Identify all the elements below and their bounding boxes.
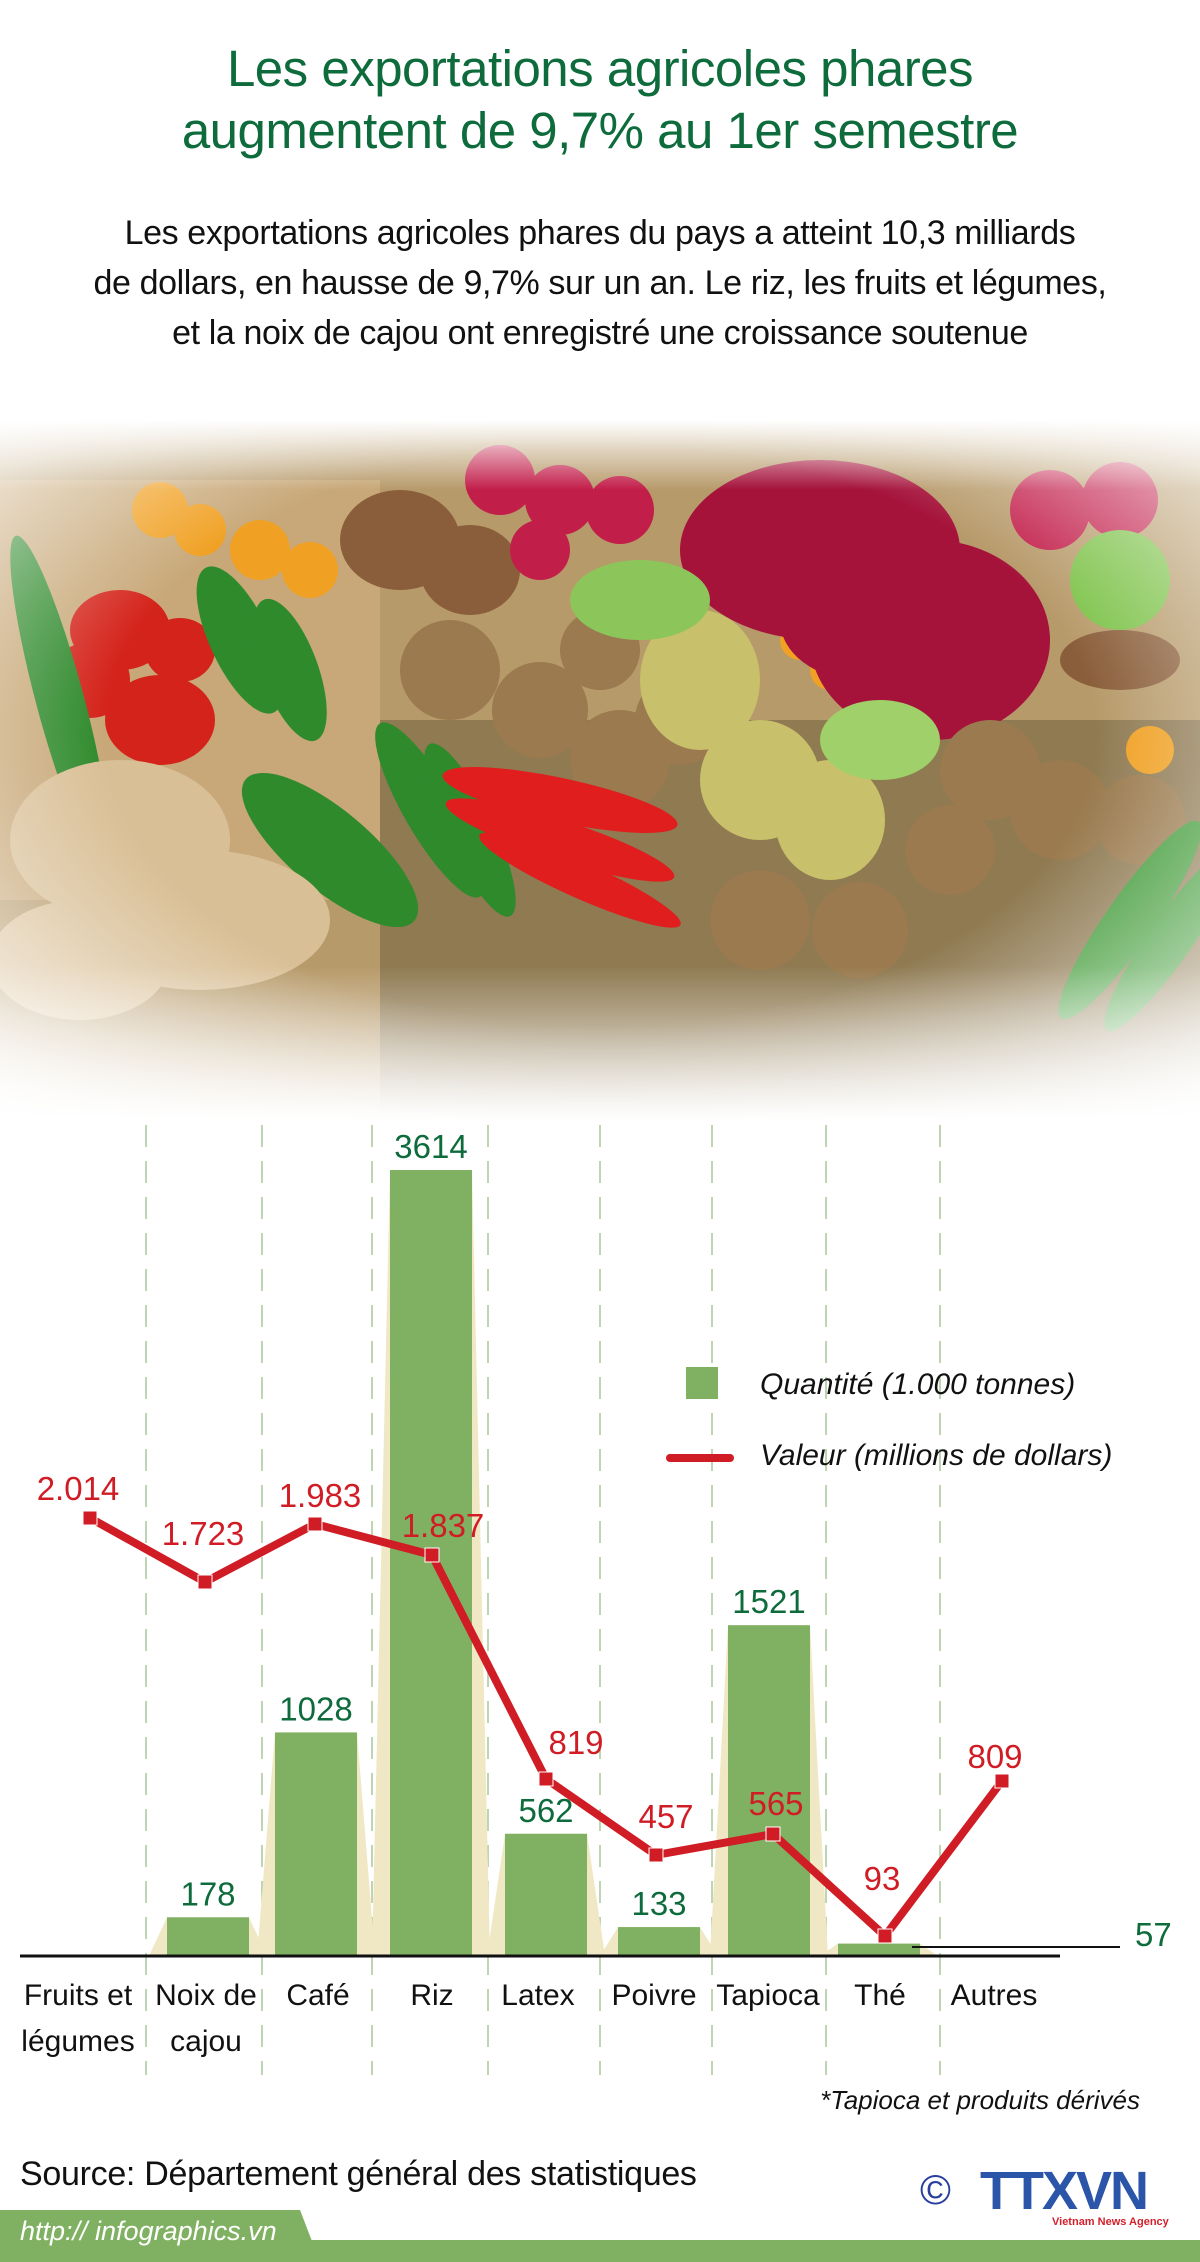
quantity-bar bbox=[390, 1170, 472, 1956]
value-marker bbox=[994, 1773, 1010, 1789]
line-value-label: 819 bbox=[548, 1724, 603, 1761]
logo-subtitle: Vietnam News Agency bbox=[1052, 2216, 1169, 2228]
legend: Quantité (1.000 tonnes) Valeur (millions… bbox=[666, 1367, 1112, 1472]
line-value-labels: 2.014 1.723 1.983 1.837 819 457 565 93 809 bbox=[37, 1470, 1023, 1897]
quantity-bar bbox=[505, 1833, 587, 1956]
subtitle-line-2: de dollars, en hausse de 9,7% sur un an.… bbox=[93, 264, 1107, 302]
value-line bbox=[82, 1510, 1010, 1944]
value-marker bbox=[307, 1516, 323, 1532]
category-label: Poivre bbox=[611, 1979, 696, 2012]
copyright-icon: © bbox=[920, 2166, 951, 2213]
value-marker bbox=[424, 1547, 440, 1563]
line-value-label: 93 bbox=[864, 1860, 901, 1897]
value-marker bbox=[82, 1510, 98, 1526]
line-value-label: 457 bbox=[638, 1798, 693, 1835]
ttxvn-logo: © TTXVN Vietnam News Agency bbox=[920, 2160, 1180, 2230]
legend-value-label: Valeur (millions de dollars) bbox=[760, 1439, 1112, 1472]
category-label: Noix de bbox=[155, 1979, 257, 2012]
bar-value-labels: 178 1028 3614 562 133 1521 57 bbox=[180, 1128, 1171, 1953]
value-marker bbox=[877, 1928, 893, 1944]
quantity-bar bbox=[618, 1927, 700, 1956]
category-label: Latex bbox=[501, 1979, 574, 2012]
source-text: Source: Département général des statisti… bbox=[20, 2155, 697, 2193]
line-value-label: 2.014 bbox=[37, 1470, 120, 1507]
quantity-bars bbox=[167, 1170, 920, 1956]
line-value-label: 1.723 bbox=[162, 1515, 245, 1552]
bar-value-label: 133 bbox=[631, 1885, 686, 1922]
quantity-bar bbox=[167, 1917, 249, 1956]
logo-text: TTXVN bbox=[980, 2161, 1149, 2221]
title-line-1: Les exportations agricoles phares bbox=[226, 40, 974, 97]
value-marker bbox=[765, 1826, 781, 1842]
subtitle: Les exportations agricoles phares du pay… bbox=[0, 208, 1200, 358]
category-label: Autres bbox=[951, 1979, 1038, 2012]
legend-quantity-label: Quantité (1.000 tonnes) bbox=[760, 1368, 1075, 1401]
footer-url-tab bbox=[0, 2210, 320, 2262]
value-marker bbox=[197, 1574, 213, 1590]
bar-value-label: 1028 bbox=[279, 1690, 352, 1727]
bar-value-label: 3614 bbox=[394, 1128, 467, 1165]
quantity-bar bbox=[275, 1732, 357, 1956]
subtitle-line-3: et la noix de cajou ont enregistré une c… bbox=[172, 314, 1028, 352]
category-label: Fruits et bbox=[24, 1979, 133, 2012]
category-label: Thé bbox=[854, 1979, 906, 2012]
category-label: cajou bbox=[170, 2025, 242, 2058]
line-value-label: 1.837 bbox=[402, 1507, 485, 1544]
line-value-label: 809 bbox=[967, 1738, 1022, 1775]
category-dividers bbox=[145, 1125, 941, 2075]
page-title: Les exportations agricoles phares augmen… bbox=[0, 38, 1200, 162]
bar-value-label: 178 bbox=[180, 1875, 235, 1912]
line-value-label: 565 bbox=[748, 1785, 803, 1822]
category-label: Riz bbox=[410, 1979, 453, 2012]
bar-value-label: 1521 bbox=[732, 1583, 805, 1620]
subtitle-line-1: Les exportations agricoles phares du pay… bbox=[124, 214, 1076, 252]
quantity-bar bbox=[728, 1625, 810, 1956]
category-labels: Fruits et légumes Noix de cajou Café Riz Latex… bbox=[21, 1979, 1037, 2058]
category-label: Café bbox=[286, 1979, 349, 2012]
title-line-2: augmentent de 9,7% au 1er semestre bbox=[181, 102, 1019, 159]
bar-value-label: 57 bbox=[1135, 1916, 1172, 1953]
produce-photo bbox=[0, 420, 1200, 1120]
line-value-label: 1.983 bbox=[279, 1477, 362, 1514]
category-label: légumes bbox=[21, 2025, 134, 2058]
bar-value-label: 562 bbox=[518, 1792, 573, 1829]
quantity-bar bbox=[838, 1943, 920, 1956]
footnote: *Tapioca et produits dérivés bbox=[820, 2085, 1140, 2115]
chart-baseline bbox=[20, 1946, 1120, 1958]
value-marker bbox=[538, 1771, 554, 1787]
category-label: Tapioca bbox=[716, 1979, 820, 2012]
legend-bar-swatch bbox=[686, 1367, 718, 1399]
value-marker bbox=[648, 1847, 664, 1863]
website-link[interactable]: http:// infographics.vn bbox=[20, 2216, 277, 2246]
